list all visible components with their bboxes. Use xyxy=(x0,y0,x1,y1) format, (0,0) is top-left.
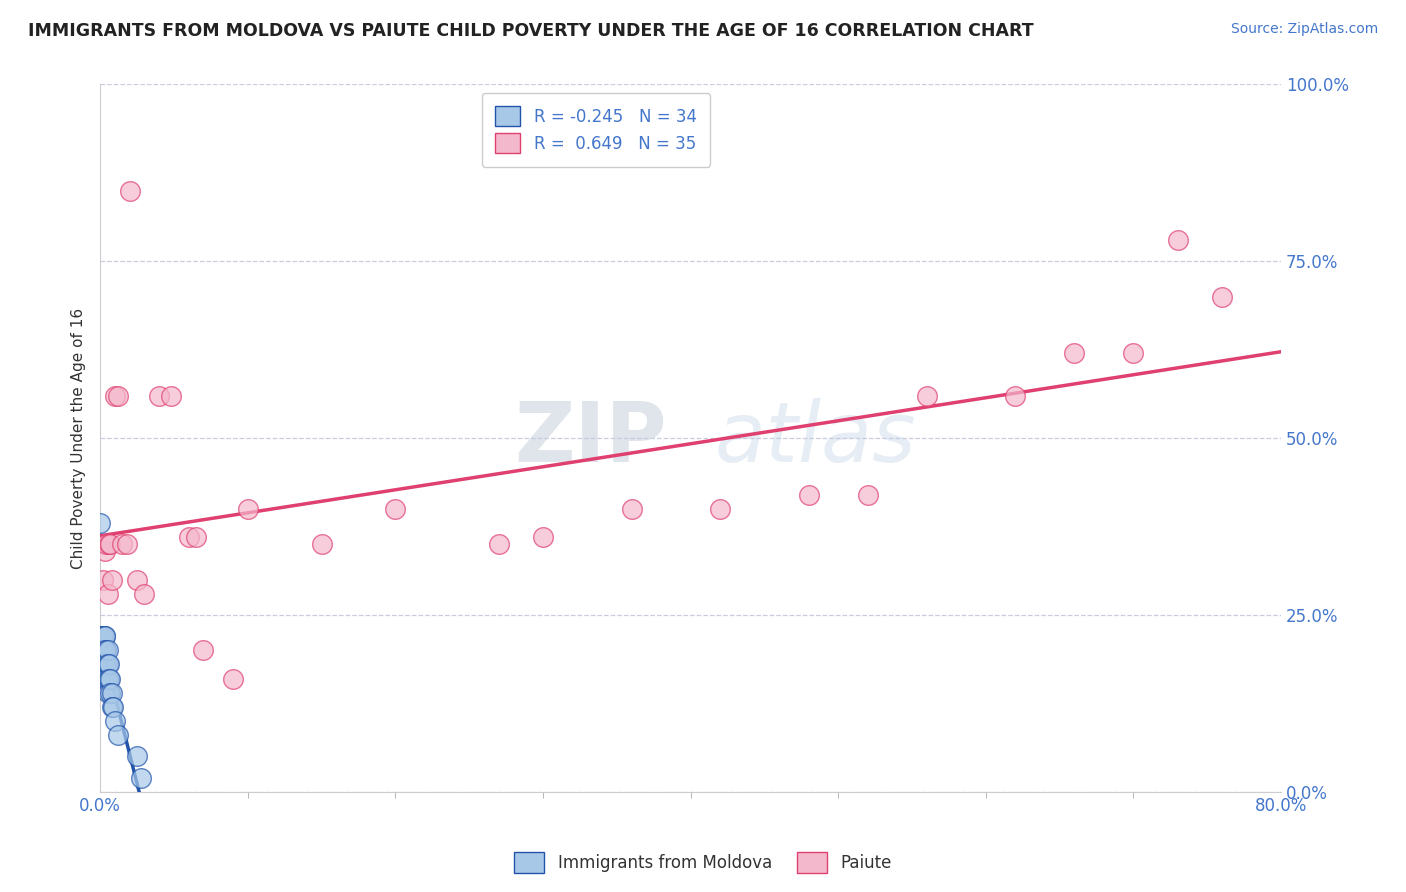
Point xyxy=(96,643,118,657)
Point xyxy=(177,530,200,544)
Point xyxy=(94,537,117,551)
Point xyxy=(104,389,127,403)
Point xyxy=(236,501,259,516)
Point xyxy=(96,672,118,686)
Point xyxy=(1211,290,1233,304)
Text: atlas: atlas xyxy=(714,398,915,479)
Point xyxy=(134,587,156,601)
Point xyxy=(107,389,129,403)
Point xyxy=(620,501,643,516)
Point xyxy=(90,629,112,643)
Point xyxy=(193,643,215,657)
Point xyxy=(94,672,117,686)
Point xyxy=(531,530,554,544)
Point xyxy=(93,672,115,686)
Point xyxy=(1122,346,1144,360)
Point xyxy=(311,537,333,551)
Point xyxy=(89,516,111,530)
Point xyxy=(148,389,170,403)
Point xyxy=(125,749,148,764)
Point xyxy=(160,389,183,403)
Point xyxy=(101,699,124,714)
Point xyxy=(91,573,114,587)
Point xyxy=(90,629,112,643)
Point xyxy=(1063,346,1085,360)
Text: Source: ZipAtlas.com: Source: ZipAtlas.com xyxy=(1230,22,1378,37)
Text: ZIP: ZIP xyxy=(515,398,666,479)
Legend: R = -0.245   N = 34, R =  0.649   N = 35: R = -0.245 N = 34, R = 0.649 N = 35 xyxy=(482,93,710,167)
Point xyxy=(101,686,124,700)
Point xyxy=(91,629,114,643)
Point xyxy=(93,643,115,657)
Point xyxy=(797,488,820,502)
Point xyxy=(1167,233,1189,247)
Point xyxy=(93,657,115,672)
Point xyxy=(91,643,114,657)
Point xyxy=(94,672,117,686)
Point xyxy=(100,537,122,551)
Legend: Immigrants from Moldova, Paiute: Immigrants from Moldova, Paiute xyxy=(508,846,898,880)
Point xyxy=(222,672,245,686)
Point xyxy=(111,537,134,551)
Point xyxy=(915,389,938,403)
Point xyxy=(98,657,121,672)
Point xyxy=(104,714,127,728)
Point xyxy=(91,657,114,672)
Point xyxy=(91,643,114,657)
Text: IMMIGRANTS FROM MOLDOVA VS PAIUTE CHILD POVERTY UNDER THE AGE OF 16 CORRELATION : IMMIGRANTS FROM MOLDOVA VS PAIUTE CHILD … xyxy=(28,22,1033,40)
Point xyxy=(384,501,406,516)
Point xyxy=(709,501,731,516)
Point xyxy=(93,629,115,643)
Point xyxy=(100,686,122,700)
Point xyxy=(103,699,125,714)
Point xyxy=(98,672,121,686)
Point xyxy=(93,657,115,672)
Point xyxy=(107,728,129,742)
Point xyxy=(101,573,124,587)
Point xyxy=(125,573,148,587)
Point xyxy=(96,657,118,672)
Point xyxy=(100,672,122,686)
Point xyxy=(856,488,879,502)
Point xyxy=(94,657,117,672)
Point xyxy=(93,629,115,643)
Point xyxy=(131,771,153,785)
Point xyxy=(488,537,510,551)
Point xyxy=(94,643,117,657)
Point xyxy=(118,184,141,198)
Point xyxy=(91,629,114,643)
Point xyxy=(1004,389,1026,403)
Point xyxy=(184,530,207,544)
Point xyxy=(93,544,115,558)
Point xyxy=(115,537,138,551)
Point xyxy=(90,643,112,657)
Point xyxy=(96,686,118,700)
Y-axis label: Child Poverty Under the Age of 16: Child Poverty Under the Age of 16 xyxy=(72,308,86,568)
Point xyxy=(96,587,118,601)
Point xyxy=(98,537,121,551)
